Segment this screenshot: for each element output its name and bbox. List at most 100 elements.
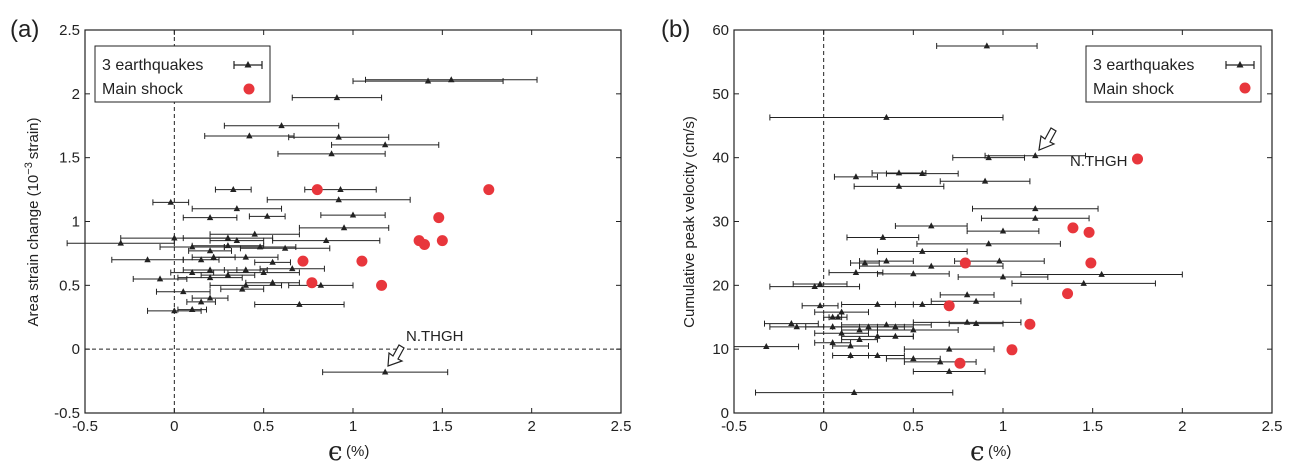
panel-b-triangle-point	[847, 342, 854, 349]
panel-a-triangle-point	[206, 274, 214, 281]
panel-a-triangle-point	[167, 198, 174, 205]
panel-a-triangle-point	[381, 141, 389, 148]
panel-b-triangle-point	[895, 182, 903, 189]
panel-a-x-axis-symbol: ϵ	[328, 437, 343, 464]
panel-a-triangle-point	[317, 281, 325, 288]
panel-a-mainshock-point	[418, 238, 430, 250]
panel-b-triangle-point	[838, 329, 845, 336]
panel-a-triangle-point	[156, 275, 164, 282]
panel-a-mainshock-point	[306, 277, 318, 289]
panel-b-triangle-point	[892, 332, 899, 339]
panel-b-triangle-point	[946, 367, 953, 374]
panel-b-label: (b)	[661, 16, 690, 43]
panel-b-x-tick-label: 1.5	[1082, 418, 1103, 435]
panel-a-x-axis-label: ϵ (%)	[328, 437, 369, 464]
panel-b-x-tick-label: 1	[999, 418, 1007, 435]
panel-a-mainshock-point	[311, 184, 323, 196]
panel-a-triangle-point	[333, 94, 341, 101]
panel-b-legend-circle-icon	[1239, 82, 1251, 94]
panel-a-triangle-point	[256, 243, 264, 250]
panel-b-triangle-point	[879, 233, 887, 240]
panel-a-triangle-point	[144, 256, 151, 263]
panel-a-triangle-point	[269, 258, 276, 265]
panel-b-mainshock-point	[954, 357, 966, 369]
panel-b-triangle-point	[838, 308, 845, 315]
panel-b-x-axis-label: ϵ (%)	[970, 437, 1011, 464]
panel-a-triangle-point	[323, 237, 330, 244]
panel-a-triangle-point	[269, 279, 276, 286]
panel-b-triangle-point	[937, 358, 944, 365]
panel-b-triangle-point	[1098, 270, 1105, 277]
panel-b-annotation: N.THGH	[1038, 127, 1128, 170]
panel-a-triangle-point	[242, 266, 249, 273]
panel-b-triangle-point	[763, 343, 770, 350]
panel-b-triangle-point	[1080, 279, 1087, 286]
panel-b-mainshock-point	[1024, 318, 1036, 330]
panel-a-mainshock-points	[297, 184, 495, 291]
panel-a-x-tick-label: 1	[349, 418, 357, 435]
panel-b-x-tick-label: 0	[819, 418, 827, 435]
panel-a-triangle-point	[246, 132, 253, 139]
panel-a-triangle-point	[233, 237, 241, 244]
panel-b-triangle-point	[919, 300, 926, 307]
panel-b-triangle-point	[919, 170, 926, 177]
panel-b-triangle-point	[910, 355, 917, 362]
panel-a-y-tick-label: 1.5	[59, 150, 80, 167]
panel-b-mainshock-point	[1006, 344, 1018, 356]
panel-a-triangle-point	[242, 253, 249, 260]
panel-b-x-tick-label: 0.5	[903, 418, 924, 435]
panel-a-x-axis-unit: (%)	[346, 443, 369, 460]
panel-a-triangle-point	[239, 285, 246, 292]
panel-b-triangle-point	[816, 280, 824, 287]
panel-b-y-tick-label: 50	[712, 86, 729, 103]
panel-a-triangle-point	[206, 214, 214, 221]
panel-a-triangle-point	[289, 265, 296, 272]
panel-b-triangle-point	[883, 321, 890, 328]
panel-a-triangle-point	[197, 298, 205, 305]
panel-b-triangle-point	[946, 345, 953, 352]
panel-a-triangle-point	[224, 234, 232, 241]
panel-a-y-tick-label: -0.5	[54, 405, 80, 422]
panel-b-triangle-point	[972, 320, 980, 327]
panel-b-triangle-point	[981, 177, 989, 184]
panel-b-x-axis-unit: (%)	[988, 443, 1011, 460]
panel-a-annotation-label: N.THGH	[406, 328, 464, 345]
panel-a-label: (a)	[10, 16, 39, 43]
panel-a-triangle-point	[281, 244, 289, 251]
panel-a-triangle-point	[251, 230, 258, 237]
panel-b-triangle-point	[874, 300, 881, 307]
panel-b-triangle-point	[999, 273, 1007, 280]
panel-b-triangle-point	[985, 240, 992, 247]
panel-b-triangle-point	[1032, 214, 1039, 221]
panel-b-triangle-point	[811, 283, 818, 290]
panel-b-triangle-point	[856, 335, 863, 342]
panel-b-triangle-point	[829, 323, 836, 330]
panel-a-triangle-point	[335, 196, 342, 203]
panel-b-triangle-point	[999, 227, 1007, 234]
panel-b-mainshock-point	[943, 300, 955, 312]
panel-a-y-tick-label: 0	[72, 341, 80, 358]
panel-a-x-tick-label: 0.5	[253, 418, 274, 435]
panel-a-y-ticks: -0.5 0 0.5 1 1.5 2 2.5	[54, 22, 621, 422]
panel-a-triangle-point	[197, 256, 205, 263]
panel-b-triangle-point	[834, 313, 842, 320]
panel-b-y-tick-label: 40	[712, 150, 729, 167]
panel-a-plot-frame	[84, 29, 622, 414]
panel-a-triangle-point	[264, 212, 271, 219]
panel-b-triangle-point	[972, 297, 980, 304]
panel-b-triangle-point	[852, 173, 860, 180]
panel-a-triangle-point	[260, 268, 267, 275]
panel-b-legend-label-earthquakes: 3 earthquakes	[1093, 57, 1194, 74]
panel-a-triangle-point	[206, 247, 214, 254]
panel-b-y-ticks: 0 10 20 30 40 50 60	[712, 22, 1272, 422]
panel-a-error-bars	[66, 76, 538, 376]
panel-a-y-axis-label: Area strain change (10−3strain)	[23, 118, 42, 327]
panel-a-triangle-points	[117, 76, 455, 375]
panel-b-arrow-icon	[1038, 127, 1057, 151]
panel-b-legend-box	[1085, 45, 1262, 103]
panel-a-y-tick-label: 0.5	[59, 277, 80, 294]
panel-a-triangle-point	[117, 239, 124, 246]
panel-a-arrow-icon	[387, 344, 405, 367]
panel-b-x-axis-symbol: ϵ	[970, 437, 985, 464]
